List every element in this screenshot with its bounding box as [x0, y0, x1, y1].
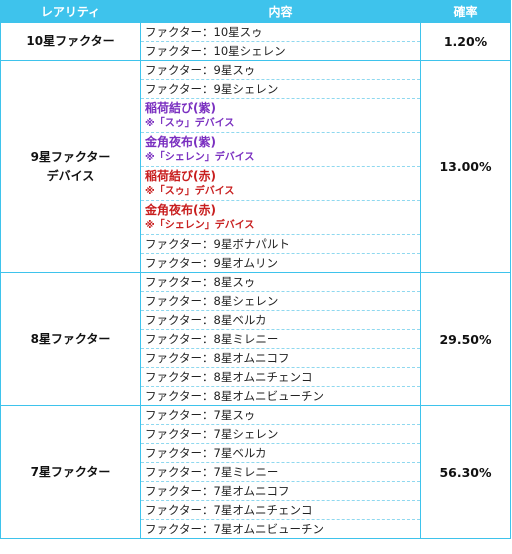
- list-item: ファクター：8星ベルカ: [141, 311, 420, 330]
- list-item: ファクター：7星ベルカ: [141, 444, 420, 463]
- device-note: ※「シェレン」デバイス: [145, 152, 255, 163]
- rate-cell: 29.50%: [420, 272, 511, 406]
- rarity-cell: 8星ファクター: [0, 272, 141, 406]
- device-note: ※「スゥ」デバイス: [145, 186, 235, 197]
- table-row: 10星ファクター ファクター：10星スゥ ファクター：10星シェレン 1.20%: [0, 22, 511, 61]
- header-content: 内容: [140, 0, 421, 23]
- content-cell: ファクター：10星スゥファクター：10星シェレン: [140, 22, 421, 61]
- list-item: ファクター：8星ミレニー: [141, 330, 420, 349]
- device-name: 稲荷結び(紫): [145, 101, 216, 115]
- content-cell: ファクター：8星スゥ ファクター：8星シェレン ファクター：8星ベルカ ファクター：8…: [140, 272, 421, 406]
- table-row: 8星ファクター ファクター：8星スゥ ファクター：8星シェレン ファクター：8星ベルカ…: [0, 272, 511, 406]
- list-item: ファクター：7星スゥ: [141, 406, 420, 425]
- list-item: ファクター：8星シェレン: [141, 292, 420, 311]
- rarity-cell: 9星ファクター デバイス: [0, 60, 141, 273]
- rarity-cell: 7星ファクター: [0, 405, 141, 539]
- table-header-row: レアリティ 内容 確率: [0, 0, 511, 23]
- device-item: 金角夜布(赤) ※「シェレン」デバイス: [141, 201, 420, 235]
- device-item: 稲荷結び(紫) ※「スゥ」デバイス: [141, 99, 420, 133]
- list-item: ファクター：7星オムニチェンコ: [141, 501, 420, 520]
- device-note: ※「スゥ」デバイス: [145, 118, 235, 129]
- list-item: ファクター：10星スゥ: [141, 23, 420, 42]
- table-body: 10星ファクター ファクター：10星スゥ ファクター：10星シェレン 1.20% 9星フ…: [0, 22, 511, 539]
- rarity-cell: 10星ファクター: [0, 22, 141, 61]
- rarity-label: 7星ファクター: [30, 464, 111, 479]
- list-item: ファクター：8星オムニビューチン: [145, 389, 325, 403]
- device-item: 金角夜布(紫) ※「シェレン」デバイス: [141, 133, 420, 167]
- list-item: ファクター：9星スゥ: [141, 61, 420, 80]
- list-item: ファクター：9星ボナパルト: [141, 235, 420, 254]
- rarity-label: 10星ファクター: [26, 34, 115, 48]
- device-note: ※「シェレン」デバイス: [145, 220, 255, 231]
- content-cell: ファクター：7星スゥ ファクター：7星シェレン ファクター：7星ベルカ ファクター：7…: [140, 405, 421, 539]
- list-item: ファクター：8星スゥ: [141, 273, 420, 292]
- device-name: 金角夜布(紫): [145, 135, 216, 149]
- drop-rate-table: レアリティ 内容 確率 10星ファクター ファクター：10星スゥ ファクター：10星…: [0, 0, 511, 539]
- list-item: ファクター：10星シェレン: [145, 44, 286, 58]
- list-item: ファクター：9星シェレン: [141, 80, 420, 99]
- rate-cell: 13.00%: [420, 60, 511, 273]
- header-rarity: レアリティ: [0, 0, 141, 23]
- table-row: 7星ファクター ファクター：7星スゥ ファクター：7星シェレン ファクター：7星ベルカ…: [0, 405, 511, 539]
- header-rate: 確率: [420, 0, 511, 23]
- rarity-label: デバイス: [46, 168, 95, 183]
- list-item: ファクター：7星オムニコフ: [141, 482, 420, 501]
- content-cell: ファクター：9星スゥ ファクター：9星シェレン 稲荷結び(紫) ※「スゥ」デバイス 金角…: [140, 60, 421, 273]
- rate-cell: 1.20%: [420, 22, 511, 61]
- list-item: ファクター：7星ミレニー: [141, 463, 420, 482]
- list-item: ファクター：7星オムニビューチン: [145, 522, 325, 536]
- list-item: ファクター：8星オムニコフ: [141, 349, 420, 368]
- list-item: ファクター：8星オムニチェンコ: [141, 368, 420, 387]
- device-name: 金角夜布(赤): [145, 203, 216, 217]
- list-item: ファクター：9星オムリン: [145, 256, 279, 270]
- table-row: 9星ファクター デバイス ファクター：9星スゥ ファクター：9星シェレン 稲荷結び(紫)…: [0, 60, 511, 273]
- rarity-label: 8星ファクター: [30, 331, 111, 346]
- device-item: 稲荷結び(赤) ※「スゥ」デバイス: [141, 167, 420, 201]
- device-name: 稲荷結び(赤): [145, 169, 216, 183]
- rarity-label: 9星ファクター: [30, 149, 111, 164]
- list-item: ファクター：7星シェレン: [141, 425, 420, 444]
- rate-cell: 56.30%: [420, 405, 511, 539]
